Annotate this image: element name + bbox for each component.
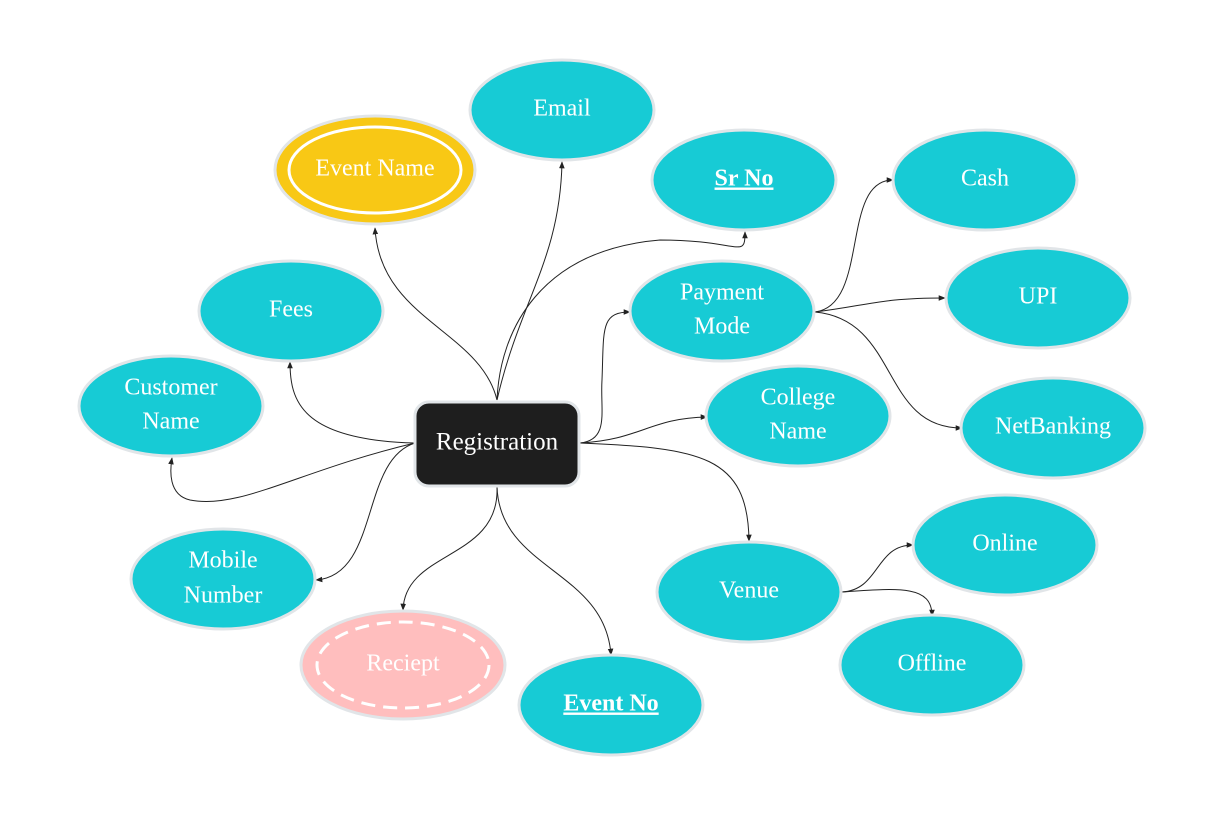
node-college-name-line1: College (761, 385, 836, 411)
node-sr-no[interactable]: Sr No (650, 128, 838, 232)
node-email-label: Email (533, 96, 591, 122)
entity-registration-label: Registration (436, 429, 559, 456)
node-netbanking[interactable]: NetBanking (959, 376, 1147, 480)
node-online-label: Online (972, 531, 1037, 557)
node-cash-label: Cash (961, 166, 1009, 192)
edge-cash (814, 177, 894, 313)
node-cash[interactable]: Cash (891, 128, 1079, 232)
node-upi[interactable]: UPI (944, 246, 1132, 350)
edge-sr-no (496, 231, 748, 401)
entity-registration[interactable]: Registration (413, 400, 581, 488)
edge-mobile-number (315, 442, 416, 583)
node-mobile-number[interactable]: Mobile Number (129, 527, 317, 631)
node-payment-mode[interactable]: Payment Mode (628, 259, 816, 363)
node-reciept-label: Reciept (366, 651, 440, 677)
edge-event-name (372, 227, 498, 401)
node-sr-no-label: Sr No (715, 166, 774, 192)
node-netbanking-label: NetBanking (995, 414, 1111, 440)
edge-netbanking (814, 311, 963, 431)
node-upi-label: UPI (1019, 284, 1058, 310)
node-college-name[interactable]: College Name (704, 364, 892, 468)
edge-event-no (496, 486, 614, 656)
node-online[interactable]: Online (911, 493, 1099, 597)
edge-offline (841, 589, 935, 617)
edge-fees (287, 361, 416, 444)
node-mobile-number-line2: Number (184, 583, 263, 609)
edge-reciept (400, 486, 498, 611)
edge-email (496, 161, 565, 401)
node-customer-name[interactable]: Customer Name (77, 354, 265, 458)
node-fees-label: Fees (269, 297, 313, 323)
node-event-no-label: Event No (563, 691, 658, 717)
node-customer-name-line1: Customer (124, 375, 217, 401)
node-event-name[interactable]: Event Name (273, 114, 477, 226)
node-fees[interactable]: Fees (197, 259, 385, 363)
edge-college-name (579, 414, 708, 444)
edge-customer-name (168, 442, 416, 503)
node-event-name-label: Event Name (315, 156, 434, 182)
node-venue[interactable]: Venue (655, 540, 843, 644)
node-mobile-number-line1: Mobile (188, 548, 257, 574)
node-reciept[interactable]: Reciept (299, 609, 507, 721)
node-payment-mode-line2: Mode (694, 314, 750, 340)
node-offline-label: Offline (898, 651, 967, 677)
node-college-name-line2: Name (769, 419, 826, 445)
node-offline[interactable]: Offline (838, 613, 1026, 717)
edge-upi (814, 295, 946, 313)
edge-venue (579, 442, 752, 542)
edge-payment-mode (579, 309, 631, 444)
node-event-no[interactable]: Event No (517, 653, 705, 757)
edge-online (841, 542, 914, 593)
node-customer-name-line2: Name (142, 409, 199, 435)
node-payment-mode-line1: Payment (680, 280, 764, 306)
node-venue-label: Venue (719, 578, 779, 604)
node-email[interactable]: Email (468, 58, 656, 162)
edges (168, 161, 963, 656)
